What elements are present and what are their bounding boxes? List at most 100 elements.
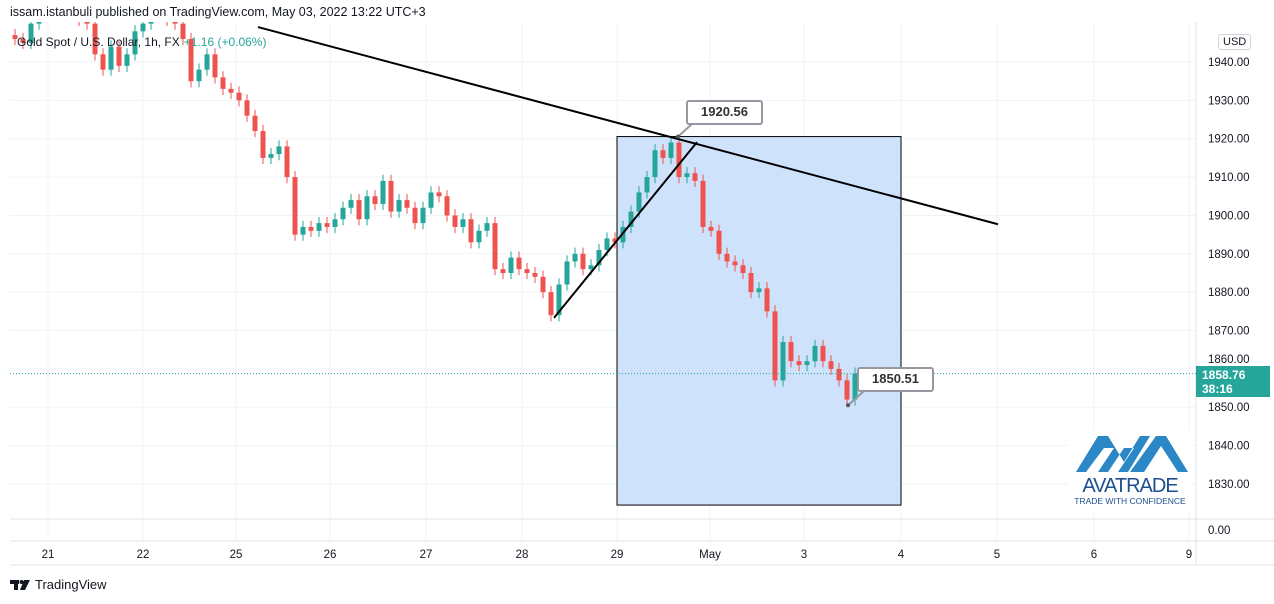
- x-tick-label: 3: [801, 549, 807, 561]
- candle-body: [604, 238, 610, 250]
- low-marker: [846, 403, 850, 408]
- candle-body: [92, 23, 98, 55]
- candle-body: [796, 361, 802, 366]
- candle-body: [476, 230, 482, 243]
- candle-body: [252, 115, 258, 132]
- svg-text:AVATRADE: AVATRADE: [1082, 475, 1178, 497]
- last-price-label: 1858.76 38:16: [1196, 366, 1270, 397]
- x-tick-label: 21: [42, 549, 55, 561]
- candle-body: [652, 150, 658, 178]
- candle-body: [172, 22, 178, 24]
- candle-body: [660, 150, 666, 158]
- candle-body: [684, 173, 690, 178]
- candle-body: [228, 88, 234, 93]
- candle-body: [364, 196, 370, 220]
- candle-body: [260, 131, 266, 158]
- candle-body: [148, 22, 154, 24]
- candle-body: [244, 100, 250, 116]
- x-tick-label: 22: [137, 549, 150, 561]
- high-callout-pointer: [677, 123, 693, 138]
- low-price-callout[interactable]: 1850.51: [857, 367, 934, 392]
- candle-body: [204, 54, 210, 70]
- candle-body: [812, 345, 818, 362]
- candle-body: [196, 69, 202, 82]
- candle-body: [628, 211, 634, 227]
- candle-body: [220, 77, 226, 89]
- candle-body: [564, 261, 570, 285]
- candle-body: [340, 207, 346, 220]
- candle-body: [788, 342, 794, 362]
- candle-body: [444, 196, 450, 216]
- candle-body: [180, 23, 186, 39]
- candle-body: [748, 272, 754, 293]
- high-marker: [676, 134, 680, 139]
- candle-body: [268, 154, 274, 158]
- candle-body: [852, 373, 858, 400]
- candle-body: [588, 265, 594, 270]
- candle-body: [36, 22, 42, 24]
- candle-body: [428, 192, 434, 208]
- candle-body: [692, 173, 698, 181]
- bar-countdown: 38:16: [1202, 382, 1233, 396]
- candle-body: [572, 253, 578, 262]
- svg-text:TRADE WITH CONFIDENCE: TRADE WITH CONFIDENCE: [1074, 496, 1186, 506]
- candle-body: [100, 54, 106, 70]
- candle-body: [140, 23, 146, 32]
- candle-body: [12, 35, 18, 39]
- y-tick-label: 1940.00: [1208, 57, 1250, 69]
- plot-area: [10, 22, 1196, 506]
- symbol-title[interactable]: Gold Spot / U.S. Dollar, 1h, FX: [17, 35, 180, 49]
- y-tick-label: 1920.00: [1208, 134, 1250, 146]
- published-header: issam.istanbuli published on TradingView…: [10, 5, 426, 19]
- y-tick-label: 1910.00: [1208, 172, 1250, 184]
- tradingview-footer[interactable]: TradingView: [10, 577, 107, 592]
- y-tick-label: 1840.00: [1208, 441, 1250, 453]
- candle-body: [212, 54, 218, 78]
- y-tick-label: 1850.00: [1208, 402, 1250, 414]
- candle-body: [820, 345, 826, 362]
- x-tick-label: 25: [230, 549, 243, 561]
- y-tick-label: 1830.00: [1208, 479, 1250, 491]
- candle-body: [644, 177, 650, 193]
- candle-body: [316, 223, 322, 231]
- candle-body: [84, 22, 90, 24]
- high-price-callout[interactable]: 1920.56: [686, 100, 763, 125]
- candle-body: [580, 253, 586, 270]
- x-tick-label: May: [699, 549, 721, 561]
- candle-body: [484, 223, 490, 231]
- candle-body: [380, 180, 386, 204]
- y-tick-label: 1900.00: [1208, 210, 1250, 222]
- candle-body: [28, 23, 34, 43]
- candle-body: [500, 269, 506, 273]
- candle-body: [332, 219, 338, 227]
- candle-body: [764, 288, 770, 312]
- y-tick-label: 1930.00: [1208, 95, 1250, 107]
- candle-body: [596, 249, 602, 266]
- candle-body: [284, 146, 290, 178]
- price-change: +1.16 (+0.06%): [183, 35, 267, 49]
- candle-body: [532, 272, 538, 277]
- y-tick-label: 1870.00: [1208, 326, 1250, 338]
- descending-trendline: [257, 26, 999, 226]
- candle-body: [828, 361, 834, 369]
- ascending-trendline: [553, 141, 698, 319]
- date-price-range-box: [616, 136, 902, 506]
- candle-body: [132, 31, 138, 55]
- x-tick-label: 28: [516, 549, 529, 561]
- candle-body: [468, 219, 474, 243]
- low-callout-pointer: [847, 390, 865, 407]
- candle-body: [524, 269, 530, 273]
- candle-body: [124, 54, 130, 66]
- symbol-legend: Gold Spot / U.S. Dollar, 1h, FX +1.16 (+0…: [17, 35, 266, 49]
- avatrade-logo: AVATRADE TRADE WITH CONFIDENCE: [1068, 430, 1192, 512]
- candle-body: [700, 180, 706, 227]
- tradingview-logo-icon: [10, 579, 30, 590]
- candle-body: [356, 200, 362, 220]
- candle-body: [324, 223, 330, 227]
- candle-body: [292, 177, 298, 235]
- x-tick-label: 5: [994, 549, 1000, 561]
- candle-body: [404, 200, 410, 208]
- candle-body: [772, 311, 778, 381]
- currency-button[interactable]: USD: [1218, 34, 1252, 50]
